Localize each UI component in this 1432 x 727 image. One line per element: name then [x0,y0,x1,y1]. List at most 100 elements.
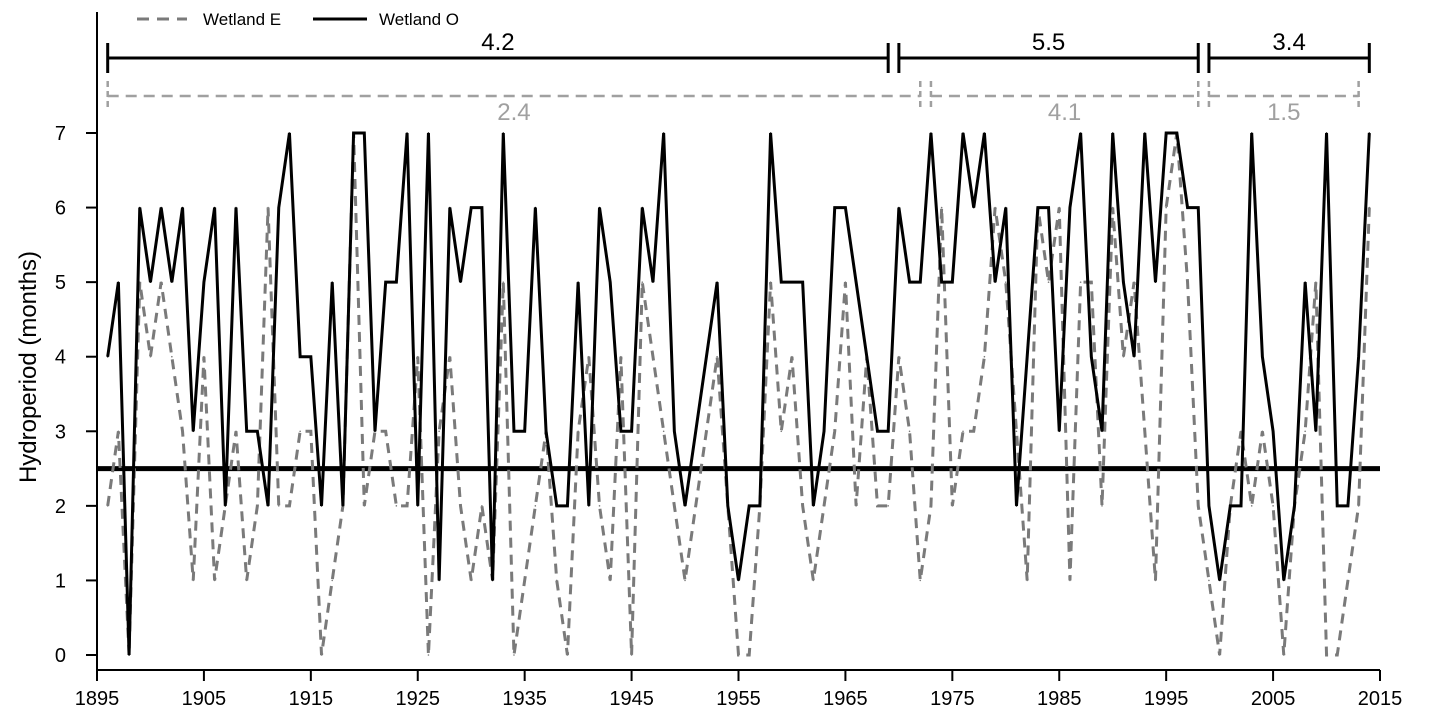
data-point [620,355,622,358]
y-tick-label: 0 [55,645,66,667]
x-tick-label: 1955 [716,688,761,710]
data-point [1143,430,1146,433]
data-point [459,505,462,507]
data-point [566,654,569,656]
period-bar: 4.2 [106,29,890,73]
period-bars: 4.2 5.5 3.4 2.4 4.1 1.5 [106,29,1371,126]
legend-label-wetland-e: Wetland E [203,10,281,29]
data-point [673,430,676,433]
x-tick-label: 1935 [502,688,547,710]
data-point [1186,206,1189,209]
data-point [513,654,515,656]
data-point [555,505,558,507]
data-point [962,132,964,134]
data-point [1229,505,1232,507]
data-point [213,206,216,209]
data-point [1304,430,1306,433]
data-point [812,505,815,507]
data-point [320,654,323,656]
data-point [502,132,505,134]
data-point [342,505,344,507]
data-point [855,505,857,507]
data-point [1111,206,1114,209]
data-point [1069,206,1071,209]
data-point [1122,281,1125,283]
data-point [908,430,911,433]
data-point [855,281,857,283]
data-point [1261,430,1264,433]
data-point [833,206,836,209]
data-point [1357,505,1360,507]
data-point [1336,505,1339,507]
data-point [598,505,601,507]
data-point [1176,132,1178,134]
data-point [748,505,750,507]
data-point [1122,355,1125,358]
data-point [930,505,932,507]
data-point [1293,505,1296,507]
data-point [662,430,665,433]
x-tick-label: 1975 [930,688,975,710]
data-point [384,281,387,283]
data-point [171,281,173,283]
x-tick-label: 1915 [289,688,334,710]
x-tick-label: 1945 [609,688,654,710]
data-point [310,430,312,433]
data-point [1004,281,1007,283]
data-point [1047,206,1050,209]
data-point [470,206,473,209]
data-point [320,505,323,507]
data-point [983,355,986,358]
data-point [545,430,547,433]
data-point [181,430,184,433]
data-point [609,281,611,283]
data-point [684,579,686,582]
data-point [1004,206,1007,209]
data-point [951,505,954,507]
x-tick-label: 2005 [1251,688,1296,710]
data-point [983,132,986,134]
data-point [727,505,729,507]
data-point [331,579,334,582]
data-point [481,206,483,209]
data-point [245,579,248,582]
data-point [288,505,291,507]
data-point [117,281,120,283]
y-tick-label: 6 [55,198,66,220]
data-point [705,430,708,433]
data-point [310,355,312,358]
data-point [876,505,879,507]
data-point [887,430,889,433]
data-point [801,281,804,283]
period-bar: 3.4 [1207,29,1371,73]
data-point [1047,281,1050,283]
data-point [449,206,451,209]
data-point [1208,505,1210,507]
data-point [1208,579,1210,582]
data-point [203,355,205,358]
data-point [844,206,847,209]
data-point [513,430,515,433]
data-point [555,579,558,582]
data-point [149,281,152,283]
data-point [823,430,825,433]
y-tick-label: 7 [55,123,66,145]
data-point [106,355,109,358]
data-point [149,355,152,358]
data-point [256,430,259,433]
data-point [588,355,590,358]
data-point [1250,132,1253,134]
data-point [940,281,943,283]
data-point [299,355,301,358]
data-point [962,430,964,433]
data-point [609,579,611,582]
data-point [128,654,130,656]
data-point [930,132,932,134]
data-point [138,206,141,209]
data-point [598,206,601,209]
data-point [160,281,162,283]
data-point [630,654,633,656]
data-point [844,281,847,283]
x-tick-label: 1965 [823,688,868,710]
data-point [1368,132,1371,134]
